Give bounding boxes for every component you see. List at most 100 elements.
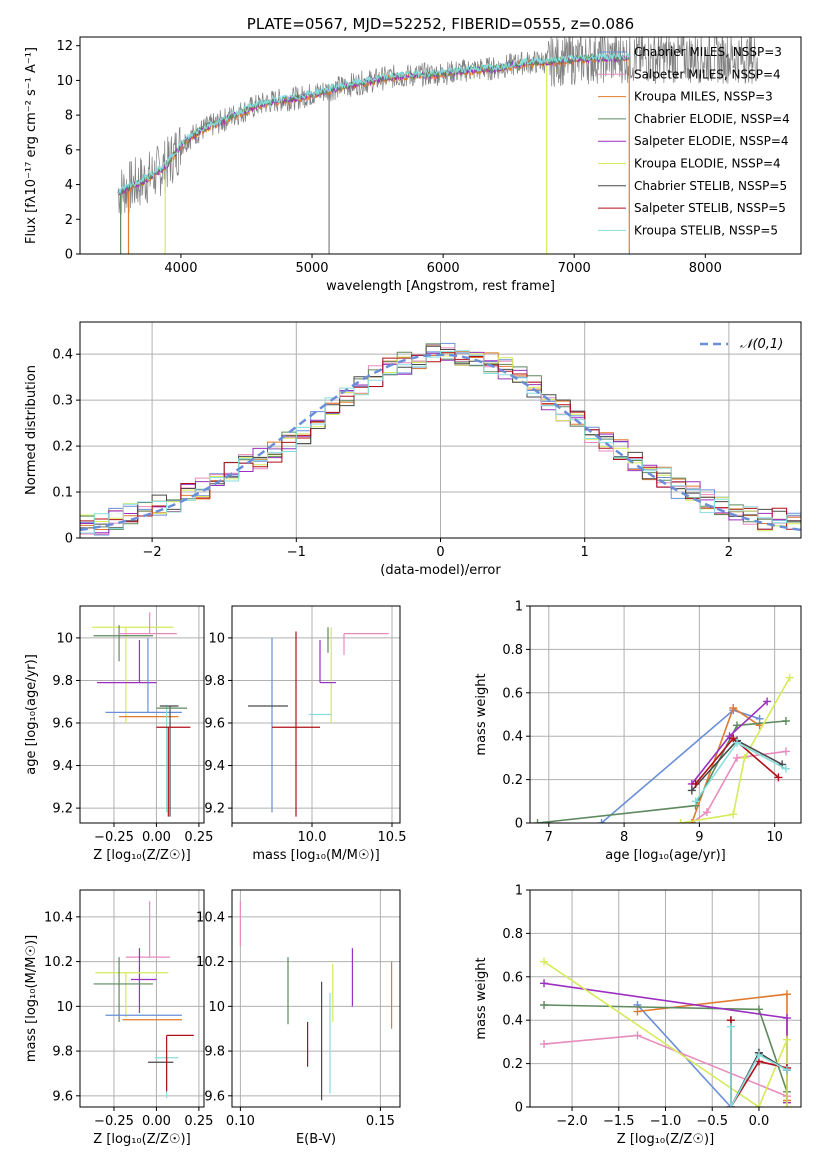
- legend-label: Kroupa ELODIE, NSSP=4: [634, 157, 781, 171]
- series-line-chabrier_elodie: [537, 720, 786, 823]
- x-axis-label: (data-model)/error: [380, 563, 501, 578]
- y-tick-label: 9.6: [204, 1089, 225, 1104]
- legend-label: Salpeter STELIB, NSSP=5: [634, 201, 786, 215]
- x-tick-label: −0.25: [94, 830, 134, 845]
- x-axis-label: E(B-V): [296, 1132, 336, 1147]
- axes-frame: [529, 605, 802, 824]
- model-line-salpeter_elodie: [117, 54, 630, 196]
- series-marker-chabrier_stelib: [687, 786, 696, 795]
- panel-mass_vs_Z: −0.25 0.00 0.25 9.6 9.8 10 10.2 10.4 Z [log₁₀(Z/…: [24, 889, 213, 1147]
- y-tick-label: 0.4: [502, 730, 523, 745]
- axes-frame: [79, 36, 802, 255]
- x-axis-label: Z [log₁₀(Z/Z☉)]: [93, 848, 190, 863]
- series-marker-kroupa_stelib: [726, 1022, 735, 1031]
- x-tick-label: 8: [620, 830, 628, 845]
- x-tick-label: 4000: [164, 261, 197, 276]
- y-axis-label: Normed distribution: [24, 365, 39, 495]
- y-tick-label: 6: [65, 143, 73, 158]
- x-tick-label: 7000: [558, 261, 591, 276]
- series-marker-kroupa_miles: [729, 703, 738, 712]
- plot-area: [93, 901, 194, 1099]
- series-marker-kroupa_elodie: [782, 1103, 791, 1107]
- x-tick-label: 6000: [427, 261, 460, 276]
- x-tick-label: 0.10: [226, 1114, 255, 1129]
- model-line-kroupa_stelib: [117, 52, 630, 195]
- plot-area: [117, 37, 759, 254]
- y-axis-label: mass weight: [474, 673, 489, 755]
- series-marker-kroupa_stelib: [733, 738, 742, 747]
- x-tick-label: 8000: [689, 261, 722, 276]
- plot-area: [80, 342, 801, 536]
- y-tick-label: 9.4: [204, 759, 225, 774]
- y-tick-label: 9.6: [204, 717, 225, 732]
- x-tick-label: 1: [581, 545, 589, 560]
- series-marker-salpeter_miles: [633, 1031, 642, 1040]
- histogram-chabrier_stelib: [80, 345, 801, 529]
- series-marker-kroupa_miles: [633, 1007, 642, 1016]
- legend-label: Chabrier MILES, NSSP=3: [634, 45, 782, 59]
- series-line-salpeter_miles: [691, 750, 787, 823]
- panel-mass_vs_EBV: 0.10 0.15 9.6 9.8 10 10.2 10.4 E(B-V): [196, 889, 401, 1147]
- series-marker-salpeter_stelib: [691, 779, 700, 788]
- plot-area: [540, 957, 791, 1107]
- series-marker-salpeter_elodie: [763, 697, 772, 706]
- y-tick-label: 10.2: [196, 955, 225, 970]
- legend-label: Salpeter MILES, NSSP=4: [634, 67, 781, 81]
- x-tick-label: −0.5: [696, 1114, 728, 1129]
- x-tick-label: −1.5: [603, 1114, 635, 1129]
- y-tick-label: 0.8: [502, 927, 523, 942]
- y-tick-label: 2: [65, 213, 73, 228]
- y-tick-label: 0: [515, 1101, 523, 1116]
- axes-frame: [79, 889, 205, 1108]
- y-tick-label: 1: [515, 884, 523, 899]
- plot-area: [239, 901, 393, 1101]
- y-tick-label: 10.4: [44, 910, 73, 925]
- y-tick-label: 0.2: [52, 440, 73, 455]
- y-tick-label: 10: [56, 631, 73, 646]
- axes-frame: [231, 889, 401, 1108]
- y-tick-label: 9.6: [52, 1089, 73, 1104]
- series-marker-chabrier_elodie: [733, 721, 742, 730]
- series-line-kroupa_miles: [691, 706, 761, 823]
- x-axis-label: mass [log₁₀(M/M☉)]: [252, 848, 379, 863]
- y-tick-label: 0: [65, 248, 73, 263]
- y-tick-label: 9.8: [52, 1045, 73, 1060]
- y-axis-label: Flux [fλ10⁻¹⁷ erg cm⁻² s⁻¹ A⁻¹]: [24, 47, 39, 244]
- series-marker-kroupa_elodie: [740, 753, 749, 762]
- x-tick-label: 10.0: [298, 830, 327, 845]
- panel-massweight_vs_Z: −2.0 −1.5 −1.0 −0.5 0.0 0 0.2 0.4 0.6 0.8 1 Z [log₁…: [474, 884, 802, 1147]
- series-marker-kroupa_stelib: [691, 797, 700, 806]
- x-axis-label: age [log₁₀(age/yr)]: [605, 848, 726, 863]
- y-tick-label: 10.4: [196, 910, 225, 925]
- y-tick-label: 9.2: [52, 802, 73, 817]
- model-line-chabrier_elodie: [117, 53, 630, 197]
- series-marker-salpeter_miles: [733, 753, 742, 762]
- panel-massweight_vs_age: 7 8 9 10 0 0.2 0.4 0.6 0.8 1 age [log₁₀(age/yr)] ma…: [474, 600, 802, 863]
- y-axis-label: mass [log₁₀(M/M☉)]: [24, 935, 39, 1062]
- x-tick-label: 0.00: [142, 1114, 171, 1129]
- x-tick-label: 0.15: [366, 1114, 395, 1129]
- x-tick-label: 0.25: [184, 830, 213, 845]
- y-tick-label: 0: [65, 532, 73, 547]
- y-tick-label: 10: [208, 1000, 225, 1015]
- series-marker-kroupa_elodie: [676, 819, 685, 823]
- series-marker-kroupa_stelib: [782, 1066, 791, 1075]
- x-tick-label: 0: [436, 545, 444, 560]
- y-tick-label: 0.8: [502, 643, 523, 658]
- y-tick-label: 0.1: [52, 486, 73, 501]
- y-tick-label: 0.3: [52, 394, 73, 409]
- y-tick-label: 1: [515, 600, 523, 615]
- series-marker-kroupa_elodie: [540, 957, 549, 966]
- y-tick-label: 9.6: [52, 717, 73, 732]
- x-tick-label: 2: [725, 545, 733, 560]
- series-line-kroupa_stelib: [730, 1026, 788, 1107]
- legend-label: Salpeter ELODIE, NSSP=4: [634, 134, 789, 148]
- y-tick-label: 0.4: [52, 348, 73, 363]
- x-tick-label: 9: [695, 830, 703, 845]
- x-tick-label: 7: [545, 830, 553, 845]
- y-tick-label: 0.2: [502, 1057, 523, 1072]
- y-tick-label: 10: [208, 631, 225, 646]
- plot-area: [91, 612, 191, 817]
- y-tick-label: 0.6: [502, 970, 523, 985]
